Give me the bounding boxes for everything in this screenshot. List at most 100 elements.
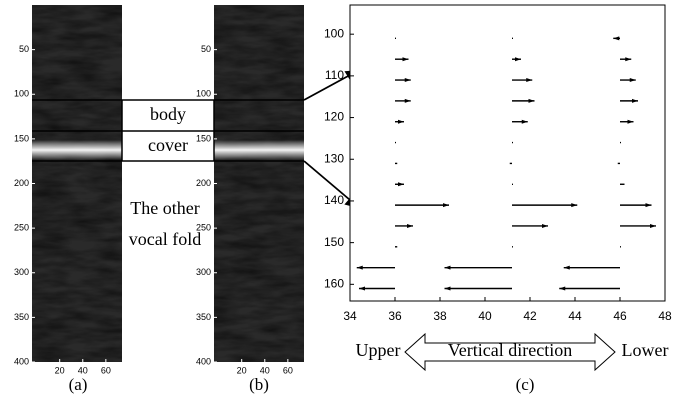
arrow-head [571,203,578,208]
arrow [563,265,620,270]
y-tick-label: 110 [325,68,344,82]
arrow-head [559,286,566,291]
image-a [32,5,122,362]
arrow-head [398,119,404,124]
arrow [444,265,512,270]
arrow [620,119,634,124]
x-tick-label: 38 [433,309,447,323]
y-tick-label: 300 [14,267,29,277]
y-tick-label: 150 [196,133,211,143]
arrow-head [563,265,570,270]
arrow [512,57,521,62]
arrow-head [625,57,632,62]
y-tick-label: 150 [14,133,29,143]
region-lines [32,99,304,162]
arrow-head [629,78,636,83]
x-tick-label: 46 [613,309,627,323]
y-tick-label: 130 [324,151,344,165]
other-label: vocal fold [129,229,201,249]
plot-frame [349,4,666,302]
y-tick-label: 100 [324,26,344,40]
arrow-head [650,223,656,228]
arrow-head [444,265,451,270]
other-label: The other [130,198,199,218]
arrow [356,265,395,270]
arrow [620,223,656,228]
direction-right: Lower [622,340,669,360]
arrow [444,286,512,291]
y-tick-label: 350 [14,312,29,322]
y-tick-label: 140 [324,193,344,207]
arrow-head [627,119,634,124]
y-tick-label: 400 [14,356,29,366]
arrow-head [407,223,413,228]
arrow-head [443,203,449,208]
arrow [395,78,411,83]
y-tick-label: 200 [196,178,211,188]
arrow [512,223,548,228]
arrows [356,36,656,291]
arrow [395,223,413,228]
arrow-head [356,265,363,270]
y-tick-label: 200 [14,178,29,188]
arrow [395,98,411,103]
direction-left: Upper [356,340,401,360]
direction-arrow [404,332,616,372]
y-tick-label: 50 [19,44,29,54]
y-tick-label: 100 [14,89,29,99]
y-tick-label: 160 [324,276,344,290]
arrow-head [444,286,451,291]
arrow-head [521,119,528,124]
arrow [620,78,636,83]
arrow [395,182,404,187]
arrow [559,286,620,291]
arrow [620,98,638,103]
x-tick-label: 40 [78,365,88,375]
y-tick-label: 100 [196,89,211,99]
y-tick-label: 300 [196,267,211,277]
y-tick-label: 250 [196,223,211,233]
cover-label: cover [148,135,188,155]
x-tick-label: 60 [283,365,293,375]
y-tick-label: 250 [14,223,29,233]
arrow [395,57,409,62]
arrow-head [542,223,548,228]
image-b [214,5,304,362]
y-tick-label: 120 [324,110,344,124]
arrow [395,119,404,124]
arrow [620,57,632,62]
x-tick-label: 36 [388,309,402,323]
arrow [512,119,528,124]
y-tick-label: 150 [324,235,344,249]
direction-middle: Vertical direction [448,340,572,360]
x-tick-label: 20 [237,365,247,375]
panel-label: (a) [69,375,88,394]
y-tick-label: 350 [196,312,211,322]
arrow-head [528,98,535,103]
x-tick-label: 34 [343,309,357,323]
y-tick-label: 50 [201,44,211,54]
arrow [613,36,620,41]
x-tick-label: 40 [260,365,270,375]
arrow-head [526,78,533,83]
y-tick-label: 400 [196,356,211,366]
x-tick-label: 48 [658,309,672,323]
panel-label: (b) [249,375,269,394]
arrow-head [404,98,411,103]
x-tick-label: 42 [523,309,537,323]
arrow [395,203,449,208]
arrow-head [404,78,411,83]
x-tick-label: 60 [101,365,111,375]
arrow-head [632,98,638,103]
x-tick-label: 40 [478,309,492,323]
x-tick-label: 44 [568,309,582,323]
arrow [359,286,395,291]
x-tick-label: 20 [55,365,65,375]
arrow-head [645,203,652,208]
arrow-head [402,57,409,62]
arrow-head [398,182,404,187]
arrow [620,203,652,208]
arrow [512,203,578,208]
arrow [512,78,533,83]
